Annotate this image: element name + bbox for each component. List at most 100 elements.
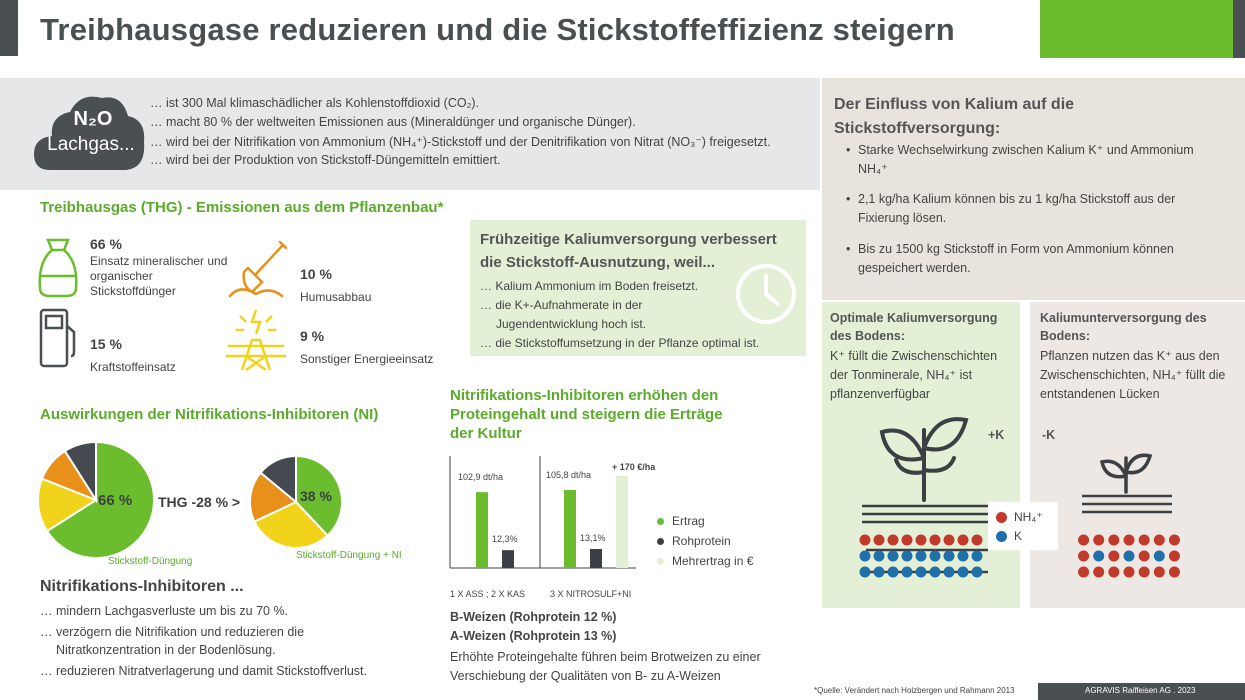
chart-caption: Erhöhte Proteingehalte führen beim Brotw… (450, 650, 761, 683)
power-pylon-icon (226, 309, 286, 372)
potassium-ion-icon (901, 566, 913, 578)
kalium-bullet: 2,1 kg/ha Kalium können bis zu 1 kg/ha S… (846, 190, 1198, 228)
pie2-label: Stickstoff-Düngung + NI (296, 550, 402, 561)
legend-mehrertrag: Mehrertrag in € (672, 554, 754, 568)
ion-legend (988, 502, 1058, 550)
ammonium-ion-icon (1123, 566, 1135, 578)
ammonium-ion-icon (943, 534, 955, 546)
header-accent-green (1040, 0, 1233, 58)
pie-chart-nitrogen (37, 440, 155, 559)
ni-list-title: Nitrifikations-Inhibitoren ... (40, 578, 244, 595)
potassium-ion-icon (873, 566, 885, 578)
thg-pct: 9 % (300, 328, 325, 344)
ammonium-ion-icon (859, 534, 871, 546)
bar-chart: 102,9 dt/ha 12,3% 105,8 dt/ha 13,1% + 170 €/… (449, 456, 656, 569)
thg-label: Sonstiger Energieeinsatz (300, 352, 434, 366)
pie-slice (259, 454, 297, 505)
thg-pct: 15 % (90, 336, 122, 352)
potassium-ion-icon (873, 550, 885, 562)
pie1-label: Stickstoff-Düngung (108, 556, 193, 567)
ammonium-ion-icon (1123, 534, 1135, 546)
ammonium-ion-icon (1093, 534, 1105, 546)
legend-potassium: K (1014, 529, 1023, 543)
potassium-ion-icon (971, 550, 983, 562)
header-accent-left (0, 0, 18, 56)
ammonium-ion-icon (1093, 566, 1105, 578)
bar-rohprotein (590, 549, 602, 568)
thg-change: THG -28 % > (158, 494, 241, 510)
thg-heading: Treibhausgas (THG) - Emissionen aus dem … (40, 199, 444, 216)
ammonium-ion-icon (1168, 566, 1180, 578)
potassium-ion-icon (887, 550, 899, 562)
kalium-title: Der Einfluss von Kalium auf die Sticksto… (834, 96, 1075, 137)
ammonium-ion-icon (1078, 534, 1090, 546)
bar-chart-title: Nitrifikations-Inhibitoren erhöhen den P… (450, 387, 723, 442)
grade-a: A-Weizen (Rohprotein 13 %) (450, 629, 617, 643)
potassium-ion-icon (943, 550, 955, 562)
n2o-name: Lachgas... (47, 134, 135, 155)
ni-heading: Auswirkungen der Nitrifikations-Inhibito… (40, 406, 379, 423)
potassium-ion-icon (859, 550, 871, 562)
footer-bar (1038, 683, 1245, 700)
potassium-ion-icon (915, 566, 927, 578)
bar-label: 105,8 dt/ha (546, 470, 591, 480)
ni-list-item: … reduzieren Nitratverlagerung und damit… (40, 664, 368, 678)
grade-b: B-Weizen (Rohprotein 12 %) (450, 610, 617, 624)
pie1-highlight: 66 % (98, 492, 133, 509)
under-title: Kaliumunterversorgung des Bodens: (1040, 311, 1207, 343)
bar-label: 12,3% (492, 534, 518, 544)
ammonium-ion-icon (1138, 566, 1150, 578)
bar-ertrag (564, 490, 576, 568)
potassium-ion-icon (1093, 550, 1105, 562)
thg-label: Einsatz mineralischer und organischer St… (90, 254, 228, 298)
ammonium-ion-icon (1078, 566, 1090, 578)
page-title: Treibhausgase reduzieren und die Stickst… (40, 12, 955, 47)
pie2-highlight: 38 % (300, 488, 332, 504)
ammonium-ion-icon (887, 534, 899, 546)
n2o-fact: … wird bei der Produktion von Stickstoff… (150, 153, 501, 167)
potassium-dot-icon (996, 531, 1007, 542)
under-text: Pflanzen nutzen das K⁺ aus den Zwischens… (1040, 349, 1226, 401)
legend-dot-icon (657, 538, 664, 545)
n2o-fact: … wird bei der Nitrifikation von Ammoniu… (150, 135, 771, 149)
potassium-ion-icon (859, 566, 871, 578)
fuel-pump-icon (39, 308, 76, 368)
n2o-formula: N₂O (73, 108, 113, 130)
plus-k-marker: +K (988, 428, 1005, 442)
n2o-fact: … ist 300 Mal klimaschädlicher als Kohle… (150, 96, 480, 110)
optimal-text: K⁺ füllt die Zwischenschichten der Tonmi… (830, 349, 998, 401)
shovel-icon (228, 240, 288, 298)
early-potassium-reason: Jugendentwicklung hoch ist. (496, 317, 647, 331)
ammonium-ion-icon (957, 534, 969, 546)
potassium-ion-icon (1123, 550, 1135, 562)
ni-list-item: … verzögern die Nitrifikation und reduzi… (40, 625, 305, 639)
ammonium-ion-icon (1153, 534, 1165, 546)
ammonium-ion-icon (929, 534, 941, 546)
legend-ammonium: NH₄⁺ (1014, 510, 1043, 524)
soil-layers-optimal (859, 534, 983, 578)
ni-list-item: … mindern Lachgasverluste um bis zu 70 %… (40, 604, 289, 618)
fertilizer-bag-icon (38, 238, 78, 298)
ammonium-ion-icon (1078, 550, 1090, 562)
early-potassium-box (470, 220, 806, 356)
ammonium-ion-icon (1108, 534, 1120, 546)
ammonium-ion-icon (1108, 566, 1120, 578)
bar-mehrertrag (616, 476, 628, 568)
bar-rohprotein (502, 550, 514, 568)
thg-label: Kraftstoffeinsatz (90, 360, 176, 374)
ammonium-dot-icon (996, 512, 1007, 523)
potassium-ion-icon (957, 566, 969, 578)
potassium-ion-icon (929, 550, 941, 562)
header-accent-right (1233, 0, 1245, 58)
soil-layers-under (1078, 534, 1180, 578)
thg-pct: 10 % (300, 266, 332, 282)
potassium-ion-icon (929, 566, 941, 578)
bar-category-label: 3 X NITROSULF+NI (550, 589, 632, 599)
potassium-ion-icon (915, 550, 927, 562)
potassium-ion-icon (1153, 550, 1165, 562)
legend-dot-icon (657, 518, 664, 525)
pie-slice (249, 471, 298, 523)
optimal-title: Optimale Kaliumversorgung des Bodens: (830, 311, 998, 343)
early-potassium-reason: … die K+-Aufnahmerate in der (480, 298, 643, 312)
legend-dot-icon (657, 558, 664, 565)
